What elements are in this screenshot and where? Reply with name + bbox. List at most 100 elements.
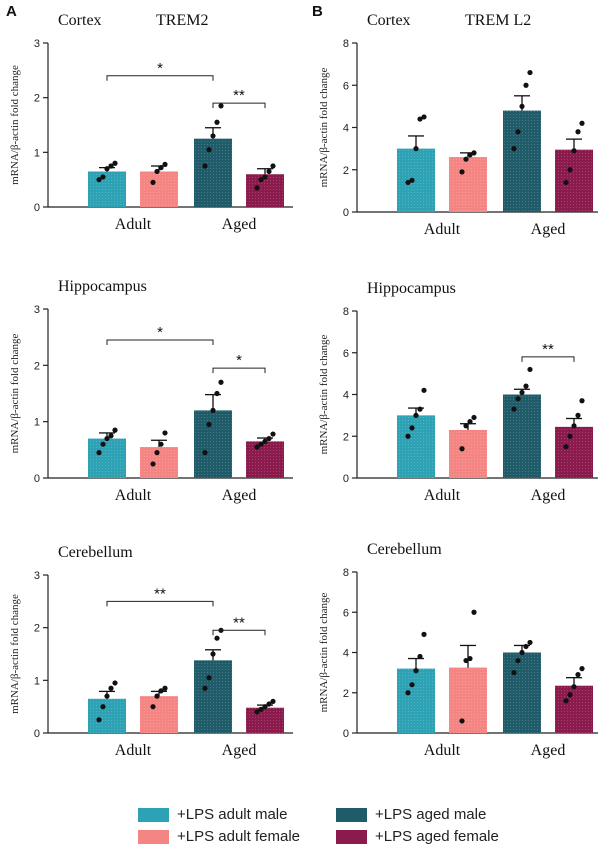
data-point (262, 438, 268, 444)
bar-texture (140, 171, 178, 207)
y-axis-label: mRNA/β-actin fold change (9, 65, 21, 185)
group-label: Adult (424, 742, 461, 759)
data-point (467, 152, 473, 158)
bar-texture (397, 415, 435, 478)
y-tick-label: 2 (34, 360, 40, 372)
data-point (515, 396, 521, 402)
bar-texture (503, 652, 541, 733)
data-point (523, 383, 529, 389)
legend-swatch (336, 807, 367, 822)
legend-item: +LPS aged female (336, 828, 499, 845)
data-point (579, 120, 585, 126)
chart-title: Cerebellum (367, 541, 442, 558)
data-point (112, 680, 118, 686)
y-axis-label: mRNA/β-actin fold change (318, 592, 330, 712)
y-tick-label: 4 (343, 648, 349, 660)
chart-title: Cortex (367, 12, 411, 29)
significance-bracket (106, 339, 214, 345)
chart-3: Hippocampus 0 1 2 3 mRNA/β-actin fold change A… (9, 278, 293, 504)
legend-item: +LPS aged male (336, 806, 486, 823)
data-point (154, 450, 160, 456)
data-point (409, 682, 415, 688)
data-point (202, 685, 208, 691)
data-point (258, 706, 264, 712)
data-point (202, 450, 208, 456)
data-point (579, 666, 585, 672)
group-label: Aged (531, 221, 566, 238)
data-point (523, 643, 529, 650)
data-point (262, 174, 268, 180)
bar-texture (449, 157, 487, 212)
y-tick-label: 0 (343, 728, 349, 740)
data-point (417, 116, 423, 122)
data-point (463, 657, 469, 664)
data-point (459, 718, 465, 724)
bar-texture (555, 426, 593, 478)
bar-texture (449, 667, 487, 733)
data-point (575, 412, 581, 418)
bar-texture (555, 685, 593, 733)
data-point (421, 114, 427, 120)
data-point (421, 631, 427, 637)
data-point (162, 430, 168, 436)
data-point (413, 146, 419, 152)
data-point (515, 657, 521, 664)
y-tick-label: 1 (34, 675, 40, 687)
significance-label: * (157, 60, 163, 77)
data-point (258, 177, 264, 183)
data-point (405, 690, 411, 696)
bar-texture (194, 138, 232, 207)
y-tick-label: 3 (34, 38, 40, 50)
data-point (471, 414, 477, 421)
data-point (563, 698, 569, 704)
bar-texture (246, 441, 284, 478)
significance-bracket (212, 102, 266, 109)
bar-texture (246, 707, 284, 733)
legend-swatch (138, 829, 169, 844)
chart-title: Cerebellum (58, 544, 133, 561)
data-point (575, 672, 581, 678)
significance-bracket (212, 367, 266, 374)
y-axis-label: mRNA/β-actin fold change (318, 67, 330, 187)
data-point (266, 168, 272, 175)
data-point (162, 685, 168, 691)
significance-label: * (236, 352, 242, 369)
data-point (579, 398, 585, 404)
data-point (262, 704, 268, 710)
data-point (254, 709, 260, 715)
panel-letter-b: B (312, 3, 323, 20)
bar-texture (449, 429, 487, 478)
data-point (567, 692, 573, 698)
chart-title: Cortex (58, 12, 102, 29)
data-point (527, 69, 533, 76)
data-point (405, 179, 411, 186)
data-point (409, 425, 415, 431)
y-axis-label: mRNA/β-actin fold change (9, 333, 21, 453)
data-point (459, 446, 465, 452)
data-point (511, 406, 517, 412)
data-point (515, 129, 521, 135)
y-tick-label: 2 (343, 431, 349, 443)
bar-texture (140, 696, 178, 733)
data-point (100, 704, 106, 710)
bar-texture (397, 668, 435, 733)
chart-6: Cerebellum 0 2 4 6 8 mRNA/β-actin fold change A… (318, 541, 598, 759)
group-label: Aged (222, 216, 257, 233)
group-label: Adult (115, 487, 152, 504)
data-point (421, 387, 427, 393)
significance-label: ** (154, 585, 166, 602)
data-point (258, 441, 264, 447)
data-point (96, 450, 102, 456)
data-point (511, 146, 517, 152)
y-tick-label: 0 (343, 473, 349, 485)
legend-label: +LPS adult female (177, 828, 300, 845)
data-point (158, 165, 164, 171)
significance-label: * (157, 324, 163, 341)
data-point (104, 435, 110, 442)
data-point (100, 174, 106, 180)
legend-swatch (138, 807, 169, 822)
chart-4: Hippocampus 0 2 4 6 8 mRNA/β-actin fold change… (318, 280, 598, 504)
group-label: Aged (222, 742, 257, 759)
data-point (571, 423, 577, 429)
panel-letter-a: A (6, 3, 17, 20)
